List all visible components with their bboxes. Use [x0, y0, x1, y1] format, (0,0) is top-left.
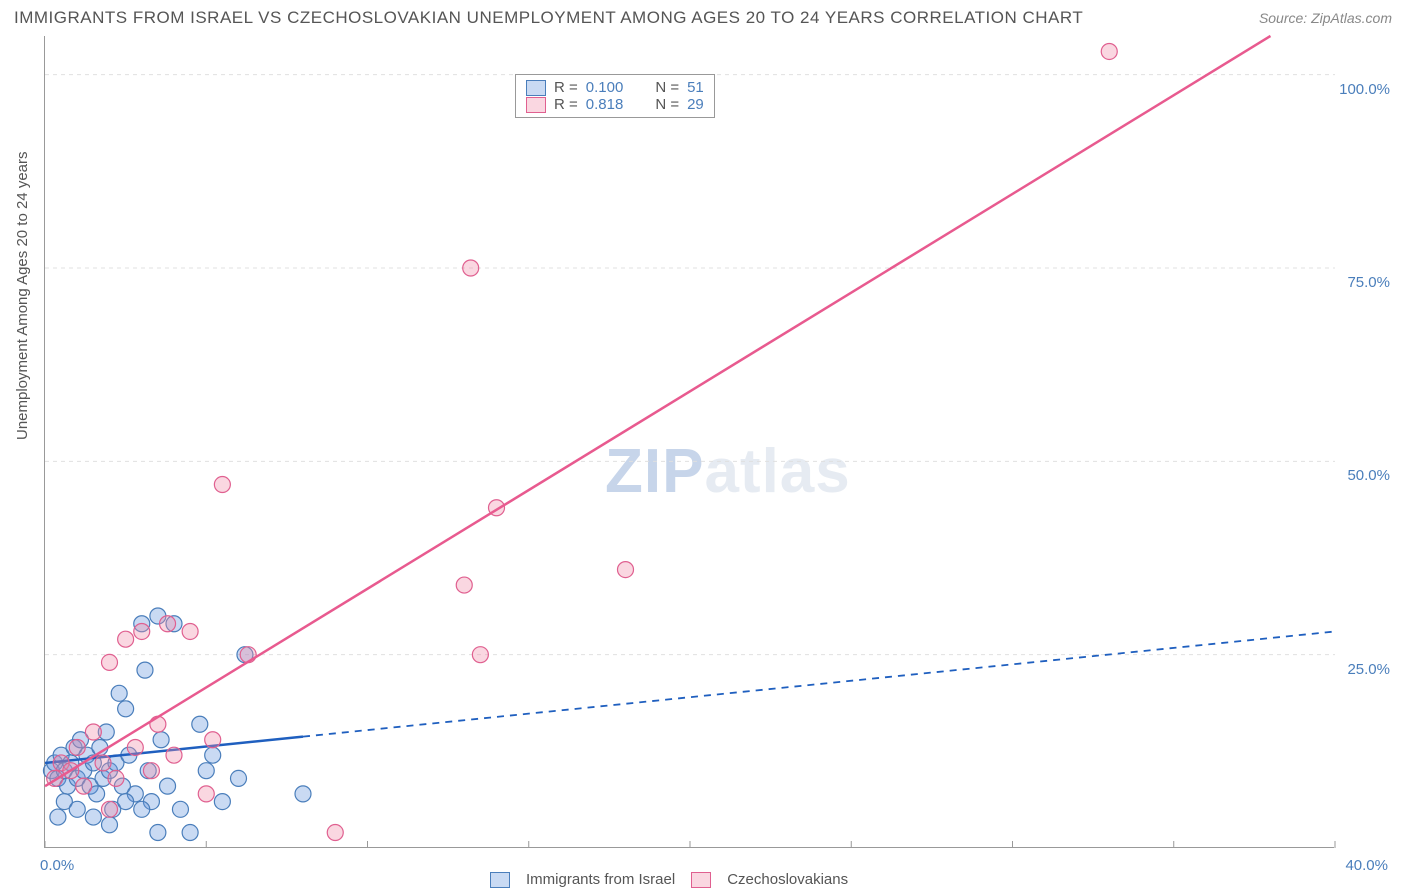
- y-tick-label: 75.0%: [1347, 274, 1390, 291]
- legend-series-name: Czechoslovakians: [727, 871, 848, 888]
- source-attribution: Source: ZipAtlas.com: [1259, 10, 1392, 26]
- y-tick-label: 100.0%: [1339, 81, 1390, 98]
- legend-n-label: N =: [655, 96, 679, 113]
- plot-area: ZIPatlas R =0.100N =51R =0.818N =29: [44, 36, 1334, 848]
- legend-swatch: [490, 872, 510, 888]
- y-tick-label: 25.0%: [1347, 661, 1390, 678]
- legend-swatch: [691, 872, 711, 888]
- chart-svg: [45, 36, 1334, 847]
- legend-row: R = 0.100 N = 51: [526, 79, 704, 96]
- correlation-legend: R = 0.100 N = 51 R = 0.818 N = 29: [515, 74, 715, 118]
- y-axis-label: Unemployment Among Ages 20 to 24 years: [14, 151, 31, 440]
- chart-title: IMMIGRANTS FROM ISRAEL VS CZECHOSLOVAKIA…: [14, 8, 1083, 28]
- legend-r-label: R =: [554, 96, 578, 113]
- x-axis-max-label: 40.0%: [1345, 857, 1388, 874]
- legend-n-label: N =: [655, 79, 679, 96]
- legend-r-value: 0.100: [586, 79, 624, 96]
- legend-swatch: [526, 80, 546, 96]
- legend-n-value: 29: [687, 96, 704, 113]
- y-tick-label: 50.0%: [1347, 467, 1390, 484]
- legend-r-value: 0.818: [586, 96, 624, 113]
- x-axis-min-label: 0.0%: [40, 857, 74, 874]
- legend-swatch: [526, 97, 546, 113]
- legend-series-name: Immigrants from Israel: [526, 871, 675, 888]
- legend-n-value: 51: [687, 79, 704, 96]
- legend-row: R = 0.818 N = 29: [526, 96, 704, 113]
- legend-r-label: R =: [554, 79, 578, 96]
- series-legend: Immigrants from Israel Czechoslovakians: [490, 871, 848, 888]
